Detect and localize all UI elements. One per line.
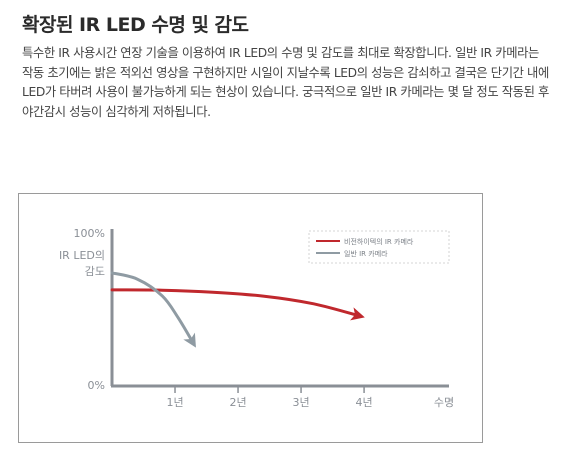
chart-container: 100% 0% IR LED의 감도 수명 1년 2년 3년 4년 비전하이텍의 IR… (18, 193, 483, 443)
y-tick-label: 0% (88, 379, 105, 392)
series-line-generic (110, 271, 196, 348)
x-axis-label: 수명 (434, 396, 454, 409)
x-tick-label: 3년 (292, 396, 309, 409)
legend-label-vision: 비전하이텍의 IR 카메라 (344, 237, 414, 246)
page-title: 확장된 IR LED 수명 및 감도 (22, 14, 249, 36)
legend-label-generic: 일반 IR 카메라 (344, 249, 388, 258)
y-tick-label: 100% (74, 227, 105, 240)
x-tick-label: 4년 (356, 396, 373, 409)
legend: 비전하이텍의 IR 카메라 일반 IR 카메라 (308, 230, 450, 264)
description-text: 특수한 IR 사용시간 연장 기술을 이용하여 IR LED의 수명 및 감도를… (22, 46, 549, 119)
legend-box (308, 230, 450, 264)
x-tick-label: 2년 (229, 396, 246, 409)
y-axis-label: IR LED의 (59, 249, 105, 262)
x-tick-label: 1년 (166, 396, 183, 409)
sensitivity-chart: 100% 0% IR LED의 감도 수명 1년 2년 3년 4년 비전하이텍의 IR… (59, 227, 454, 409)
series-line-vision (110, 288, 365, 321)
y-axis-label: 감도 (85, 265, 105, 278)
